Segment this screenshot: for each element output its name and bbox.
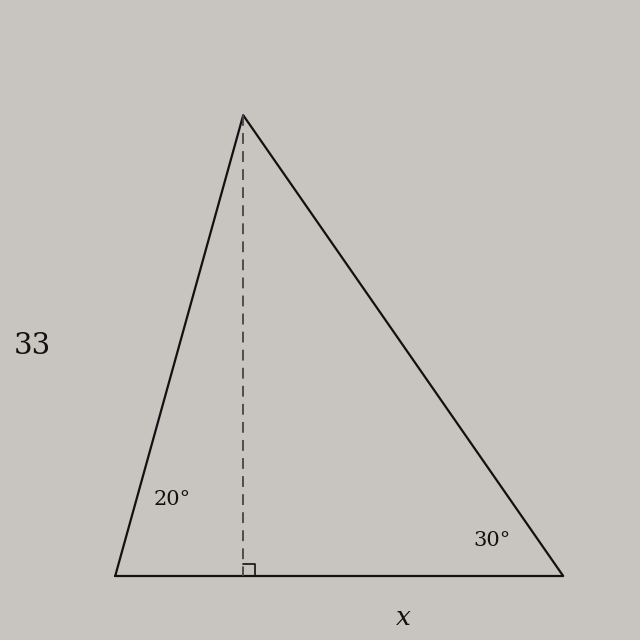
Text: 30°: 30° xyxy=(474,531,511,550)
Text: 33: 33 xyxy=(13,332,51,360)
Text: x: x xyxy=(396,605,411,630)
Text: 20°: 20° xyxy=(154,490,191,509)
